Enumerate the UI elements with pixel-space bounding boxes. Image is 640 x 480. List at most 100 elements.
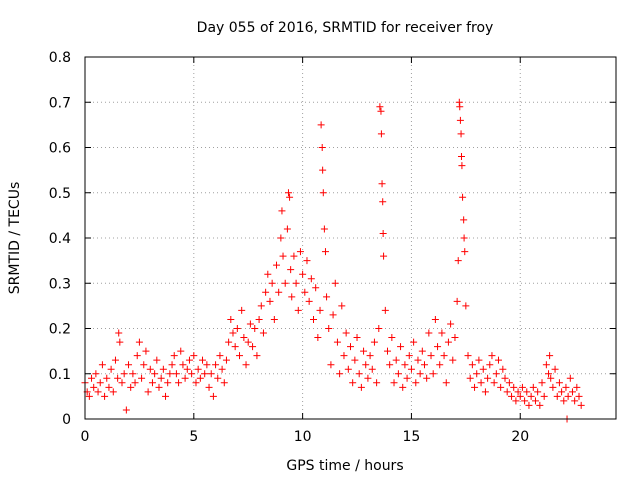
data-point <box>508 392 516 400</box>
data-point <box>456 103 464 111</box>
x-axis-label: GPS time / hours <box>286 458 403 474</box>
data-point <box>381 306 389 314</box>
data-point <box>521 397 529 405</box>
data-point <box>370 338 378 346</box>
data-point <box>427 352 435 360</box>
data-point <box>292 279 300 287</box>
data-point <box>444 338 452 346</box>
data-point <box>277 234 285 242</box>
data-point <box>379 229 387 237</box>
data-point <box>307 275 315 283</box>
data-point <box>460 216 468 224</box>
data-point <box>290 252 298 260</box>
data-point <box>560 397 568 405</box>
data-point <box>275 288 283 296</box>
data-point <box>284 189 292 197</box>
grid-layer <box>85 57 616 419</box>
data-point <box>125 361 133 369</box>
data-point <box>109 388 117 396</box>
data-point <box>140 361 148 369</box>
data-point <box>566 374 574 382</box>
data-point <box>442 379 450 387</box>
data-point <box>192 379 200 387</box>
data-point <box>510 383 518 391</box>
data-point <box>179 361 187 369</box>
data-point <box>88 374 96 382</box>
data-point <box>321 248 329 256</box>
data-point <box>473 370 481 378</box>
data-point <box>412 379 420 387</box>
data-point <box>288 293 296 301</box>
data-point <box>573 383 581 391</box>
data-point <box>549 383 557 391</box>
data-point <box>316 306 324 314</box>
data-point <box>222 356 230 364</box>
data-point <box>314 334 322 342</box>
data-point <box>523 388 531 396</box>
chart-title: Day 055 of 2016, SRMTID for receiver fro… <box>197 20 494 36</box>
data-point <box>148 379 156 387</box>
data-point <box>534 388 542 396</box>
data-point <box>209 392 217 400</box>
x-tick-label: 15 <box>403 429 421 445</box>
data-point <box>122 406 130 414</box>
data-point <box>457 153 465 161</box>
data-point <box>194 365 202 373</box>
y-tick-label: 0.7 <box>49 95 71 111</box>
data-point <box>386 361 394 369</box>
data-point <box>236 352 244 360</box>
data-point <box>542 361 550 369</box>
data-point <box>101 392 109 400</box>
data-point <box>115 329 123 337</box>
data-point <box>562 383 570 391</box>
data-point <box>540 392 548 400</box>
data-point <box>105 383 113 391</box>
data-point <box>447 320 455 328</box>
data-point <box>323 293 331 301</box>
data-point <box>201 370 209 378</box>
data-point <box>497 383 505 391</box>
data-point <box>407 365 415 373</box>
y-tick-label: 0.3 <box>49 276 71 292</box>
data-point <box>138 374 146 382</box>
data-point <box>196 374 204 382</box>
data-point <box>420 361 428 369</box>
data-point <box>216 352 224 360</box>
data-point <box>181 374 189 382</box>
data-point <box>120 370 128 378</box>
data-point <box>527 392 535 400</box>
data-point <box>434 343 442 351</box>
data-point <box>103 374 111 382</box>
data-point <box>157 374 165 382</box>
x-tick-label: 20 <box>511 429 529 445</box>
data-point <box>229 329 237 337</box>
data-point <box>294 306 302 314</box>
data-point <box>436 361 444 369</box>
data-point <box>451 334 459 342</box>
data-point <box>319 189 327 197</box>
data-point <box>477 379 485 387</box>
data-point <box>512 397 520 405</box>
data-point <box>94 388 102 396</box>
data-point <box>479 365 487 373</box>
data-point <box>378 180 386 188</box>
data-point <box>312 284 320 292</box>
x-tick-label: 0 <box>81 429 90 445</box>
data-point <box>266 297 274 305</box>
data-point <box>525 401 533 409</box>
y-tick-label: 0.1 <box>49 367 71 383</box>
data-point <box>481 388 489 396</box>
data-point <box>233 325 241 332</box>
data-point <box>319 166 327 174</box>
data-point <box>545 370 553 378</box>
data-point <box>114 374 122 382</box>
data-point <box>551 365 559 373</box>
data-point <box>317 121 325 129</box>
data-point <box>183 365 191 373</box>
data-point <box>490 379 498 387</box>
data-point <box>531 397 539 405</box>
data-point <box>333 338 341 346</box>
data-point <box>175 379 183 387</box>
data-point <box>546 352 554 360</box>
